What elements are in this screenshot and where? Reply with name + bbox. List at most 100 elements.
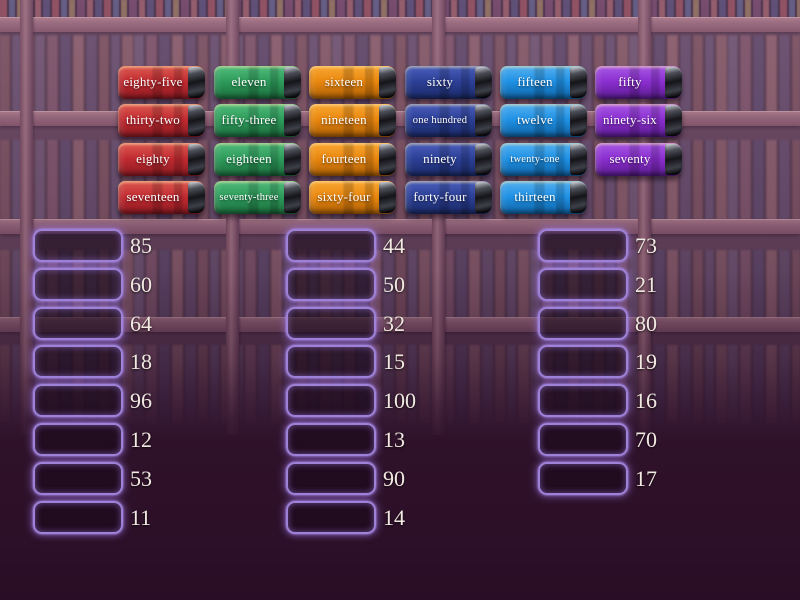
book-pages-icon (379, 144, 396, 175)
book-ninety[interactable]: ninety (405, 143, 492, 176)
answer-row-73: 73 (538, 229, 657, 262)
answer-slot[interactable] (33, 384, 123, 417)
book-label: fifty-three (221, 112, 277, 127)
answer-number: 50 (383, 272, 405, 297)
answer-row-32: 32 (286, 307, 405, 340)
book-label: eighty-five (123, 74, 183, 89)
answer-slot[interactable] (538, 345, 628, 378)
book-seventeen[interactable]: seventeen (118, 181, 205, 214)
answer-slot[interactable] (33, 307, 123, 340)
answer-slot[interactable] (33, 268, 123, 301)
answer-number: 64 (130, 311, 152, 336)
answer-number: 100 (383, 388, 416, 413)
book-label: thirteen (514, 189, 556, 204)
answer-row-19: 19 (538, 345, 657, 378)
answer-slot[interactable] (538, 384, 628, 417)
book-fourteen[interactable]: fourteen (309, 143, 396, 176)
book-thirty-two[interactable]: thirty-two (118, 104, 205, 137)
book-label: eleven (231, 74, 267, 89)
answer-number: 96 (130, 388, 152, 413)
book-fifty[interactable]: fifty (595, 66, 682, 99)
book-pages-icon (379, 182, 396, 213)
book-label: sixteen (324, 74, 364, 89)
answer-row-17: 17 (538, 462, 657, 495)
answer-slot[interactable] (286, 268, 376, 301)
answer-row-11: 11 (33, 501, 151, 534)
answer-slot[interactable] (33, 423, 123, 456)
book-label: one hundred (412, 114, 468, 126)
book-label: fourteen (321, 151, 367, 166)
answer-row-96: 96 (33, 384, 152, 417)
answer-slot[interactable] (538, 229, 628, 262)
book-pages-icon (475, 67, 492, 98)
answer-slot[interactable] (286, 384, 376, 417)
book-eighteen[interactable]: eighteen (214, 143, 301, 176)
book-label: sixty (426, 74, 454, 89)
book-fifteen[interactable]: fifteen (500, 66, 587, 99)
book-seventy-three[interactable]: seventy-three (214, 181, 301, 214)
answer-number: 16 (635, 388, 657, 413)
book-label: sixty-four (317, 189, 371, 204)
book-forty-four[interactable]: forty-four (405, 181, 492, 214)
book-label: seventy (609, 151, 651, 166)
answer-slot[interactable] (286, 501, 376, 534)
answer-number: 17 (635, 466, 657, 491)
book-pages-icon (475, 105, 492, 136)
answer-slot[interactable] (33, 462, 123, 495)
answer-row-53: 53 (33, 462, 152, 495)
answer-slot[interactable] (538, 268, 628, 301)
answer-slot[interactable] (33, 229, 123, 262)
answer-slot[interactable] (286, 229, 376, 262)
book-pages-icon (665, 105, 682, 136)
book-sixteen[interactable]: sixteen (309, 66, 396, 99)
book-pages-icon (284, 105, 301, 136)
answer-row-13: 13 (286, 423, 405, 456)
book-label: forty-four (413, 189, 467, 204)
book-twenty-one[interactable]: twenty-one (500, 143, 587, 176)
answer-slot[interactable] (33, 345, 123, 378)
answer-row-15: 15 (286, 345, 405, 378)
book-label: fifty (618, 74, 642, 89)
answer-slot[interactable] (286, 423, 376, 456)
book-label: nineteen (321, 112, 367, 127)
book-eighty-five[interactable]: eighty-five (118, 66, 205, 99)
book-pages-icon (379, 67, 396, 98)
book-label: fifteen (517, 74, 553, 89)
book-pages-icon (570, 67, 587, 98)
book-label: ninety (423, 151, 457, 166)
book-seventy[interactable]: seventy (595, 143, 682, 176)
book-pages-icon (188, 182, 205, 213)
book-thirteen[interactable]: thirteen (500, 181, 587, 214)
answer-row-50: 50 (286, 268, 405, 301)
answer-number: 15 (383, 349, 405, 374)
answer-slot[interactable] (538, 462, 628, 495)
book-label: eighteen (226, 151, 272, 166)
book-pages-icon (284, 144, 301, 175)
book-pages-icon (570, 182, 587, 213)
answer-slot[interactable] (286, 462, 376, 495)
book-fifty-three[interactable]: fifty-three (214, 104, 301, 137)
book-label: seventeen (126, 189, 180, 204)
book-eleven[interactable]: eleven (214, 66, 301, 99)
book-eighty[interactable]: eighty (118, 143, 205, 176)
book-ninety-six[interactable]: ninety-six (595, 104, 682, 137)
book-one-hundred[interactable]: one hundred (405, 104, 492, 137)
answer-number: 80 (635, 311, 657, 336)
book-pages-icon (188, 144, 205, 175)
answer-slot[interactable] (286, 307, 376, 340)
answer-slot[interactable] (33, 501, 123, 534)
answer-number: 11 (130, 505, 152, 530)
book-twelve[interactable]: twelve (500, 104, 587, 137)
answer-slot[interactable] (538, 423, 628, 456)
book-label: twenty-one (510, 153, 560, 165)
answer-row-21: 21 (538, 268, 657, 301)
book-label: twelve (517, 112, 553, 127)
answer-number: 12 (130, 427, 152, 452)
answer-slot[interactable] (286, 345, 376, 378)
book-sixty-four[interactable]: sixty-four (309, 181, 396, 214)
book-sixty[interactable]: sixty (405, 66, 492, 99)
answer-row-14: 14 (286, 501, 405, 534)
book-nineteen[interactable]: nineteen (309, 104, 396, 137)
answer-slot[interactable] (538, 307, 628, 340)
